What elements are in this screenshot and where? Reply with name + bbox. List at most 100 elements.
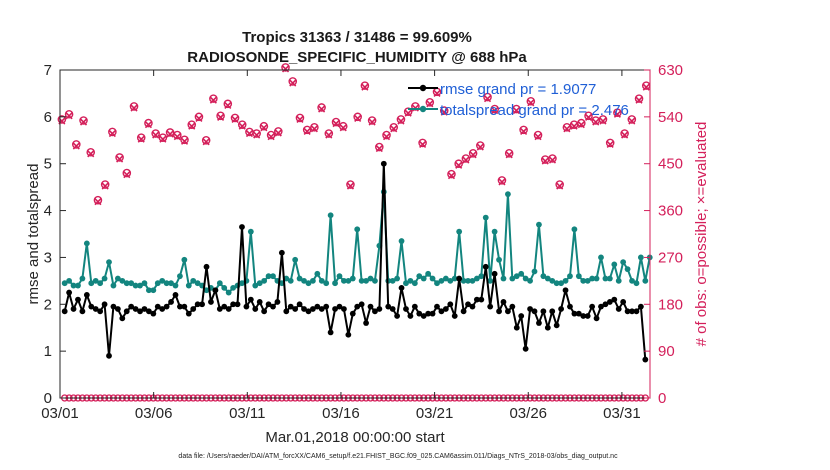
series-point-rmse xyxy=(292,306,299,312)
series-point-rmse xyxy=(332,306,338,312)
series-point-rmse xyxy=(496,308,502,315)
series-point-rmse xyxy=(66,289,73,296)
series-point-totalspread xyxy=(230,284,237,291)
obs-possible-marker xyxy=(584,111,593,121)
x-tick-label: 03/01 xyxy=(41,405,79,422)
series-point-rmse xyxy=(491,270,498,277)
series-point-rmse xyxy=(234,301,241,308)
series-point-rmse xyxy=(624,308,631,315)
obs-evaluated-marker xyxy=(447,172,456,180)
series-point-rmse xyxy=(159,306,166,312)
series-point-rmse xyxy=(270,303,276,310)
obs-evaluated-stroke xyxy=(447,172,456,180)
obs-possible-marker xyxy=(497,176,507,185)
series-point-totalspread xyxy=(301,277,307,284)
series-point-totalspread xyxy=(602,275,609,282)
series-point-rmse xyxy=(132,306,139,312)
obs-possible-marker xyxy=(389,122,399,132)
obs-evaluated-stroke xyxy=(231,115,239,124)
series-point-rmse xyxy=(110,303,117,310)
series-point-totalspread xyxy=(425,270,432,277)
series-point-totalspread xyxy=(83,240,90,247)
y-axis-label-right: # of obs: o=possible; ×=evaluated xyxy=(693,122,710,347)
obs-possible-marker xyxy=(396,115,406,124)
series-point-rmse xyxy=(536,320,542,326)
obs-evaluated-stroke xyxy=(245,129,254,138)
obs-possible-marker xyxy=(519,125,528,135)
obs-evaluated-stroke xyxy=(159,135,167,143)
series-point-rmse xyxy=(549,308,556,315)
obs-evaluated-stroke xyxy=(433,89,441,97)
obs-possible-marker xyxy=(64,109,74,119)
obs-evaluated-stroke xyxy=(483,95,492,103)
series-point-rmse xyxy=(394,313,401,319)
obs-evaluated-stroke xyxy=(621,131,629,139)
series-point-totalspread xyxy=(150,287,157,294)
series-point-rmse xyxy=(261,308,268,315)
obs-evaluated-stroke xyxy=(180,137,189,145)
series-point-rmse xyxy=(429,310,436,317)
series-point-totalspread xyxy=(61,280,68,287)
series-point-totalspread xyxy=(593,275,600,282)
legend-label-totalspread: totalspread grand pr = 2.476 xyxy=(440,102,629,119)
obs-evaluated-marker xyxy=(426,100,434,108)
series-point-rmse xyxy=(172,292,179,298)
obs-evaluated-stroke xyxy=(318,105,326,113)
series-point-rmse xyxy=(620,299,627,305)
obs-evaluated-stroke xyxy=(202,138,210,146)
series-point-rmse xyxy=(411,303,418,310)
obs-evaluated-marker xyxy=(469,151,477,159)
series-point-totalspread xyxy=(438,277,445,284)
obs-possible-marker xyxy=(504,149,514,158)
series-point-rmse xyxy=(434,303,440,310)
obs-evaluated-stroke xyxy=(642,83,650,91)
y-right-tick-label: 0 xyxy=(658,390,666,407)
series-point-totalspread xyxy=(75,282,81,289)
series-point-totalspread xyxy=(247,228,254,235)
obs-possible-marker xyxy=(194,112,204,122)
obs-evaluated-stroke xyxy=(238,122,246,130)
series-point-totalspread xyxy=(637,254,644,261)
series-point-totalspread xyxy=(363,277,369,284)
series-point-rmse xyxy=(637,303,644,310)
y-right-tick-label: 450 xyxy=(658,156,683,173)
series-point-totalspread xyxy=(460,277,467,284)
series-point-totalspread xyxy=(305,280,312,287)
obs-evaluated-marker xyxy=(541,157,549,165)
series-point-totalspread xyxy=(487,277,494,284)
series-point-totalspread xyxy=(79,275,86,282)
series-point-rmse xyxy=(615,306,622,312)
obs-possible-marker xyxy=(526,96,536,106)
series-point-rmse xyxy=(247,296,254,303)
series-point-totalspread xyxy=(606,275,613,282)
obs-evaluated-marker xyxy=(397,117,405,125)
obs-evaluated-marker xyxy=(245,129,254,138)
obs-evaluated-stroke xyxy=(556,182,564,190)
y-right-tick-label: 180 xyxy=(658,296,683,313)
obs-possible-marker xyxy=(324,129,334,138)
obs-evaluated-stroke xyxy=(123,171,131,179)
series-point-rmse xyxy=(589,303,596,310)
series-point-totalspread xyxy=(177,273,183,280)
obs-possible-marker xyxy=(418,138,427,148)
series-point-totalspread xyxy=(216,280,223,287)
series-point-rmse xyxy=(230,301,237,308)
series-point-totalspread xyxy=(265,273,272,280)
series-point-rmse xyxy=(354,303,361,310)
obs-evaluated-marker xyxy=(512,107,520,115)
obs-possible-marker xyxy=(634,94,644,103)
series-point-totalspread xyxy=(420,275,427,282)
series-point-rmse xyxy=(97,308,104,315)
series-point-rmse xyxy=(274,299,281,305)
legend-label-rmse: rmse grand pr = 1.9077 xyxy=(440,81,596,98)
series-point-totalspread xyxy=(536,221,542,228)
obs-evaluated-stroke xyxy=(563,125,571,133)
obs-possible-marker xyxy=(483,92,492,102)
y-tick-label: 7 xyxy=(44,62,52,79)
obs-possible-marker xyxy=(577,118,586,128)
y-tick-label: 5 xyxy=(44,156,52,173)
obs-evaluated-stroke xyxy=(224,101,232,109)
obs-possible-marker xyxy=(223,99,233,109)
series-point-totalspread xyxy=(287,277,294,284)
series-point-totalspread xyxy=(482,214,489,221)
